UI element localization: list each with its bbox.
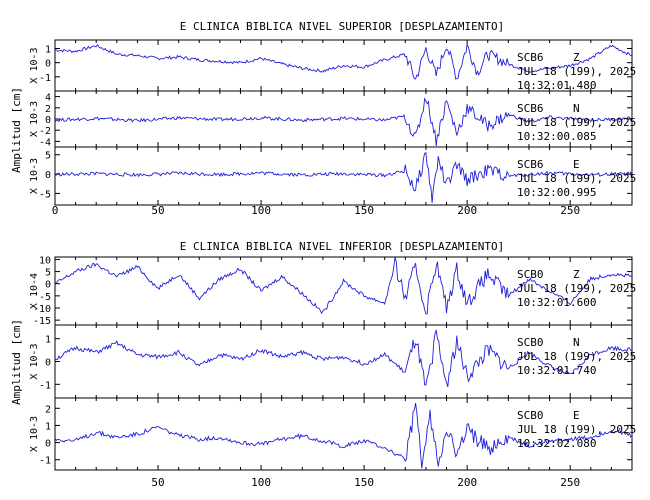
waveform-trace bbox=[54, 256, 633, 315]
waveform-trace bbox=[54, 43, 633, 80]
y-tick-label: -1 bbox=[39, 456, 51, 467]
x-tick-label: 50 bbox=[151, 204, 164, 217]
station-label: SCB6 bbox=[517, 51, 544, 64]
component-label: E bbox=[573, 409, 580, 422]
x-tick-label: 150 bbox=[354, 476, 374, 489]
x-tick-label: 100 bbox=[251, 476, 271, 489]
y-tick-label: 1 bbox=[45, 335, 51, 346]
waveform-trace bbox=[54, 152, 633, 204]
y-tick-label: -10 bbox=[33, 304, 51, 315]
component-label: N bbox=[573, 336, 580, 349]
component-label: Z bbox=[573, 51, 580, 64]
date-label: JUL 18 (199), 2025 bbox=[517, 423, 636, 436]
time-label: 10:32:01.740 bbox=[517, 364, 596, 377]
lower-ylabel: Amplitud [cm] bbox=[10, 319, 23, 405]
x-tick-label: 50 bbox=[151, 476, 164, 489]
y-tick-label: 0 bbox=[45, 358, 51, 369]
scale-label: X 10-4 bbox=[29, 273, 40, 309]
date-label: JUL 18 (199), 2025 bbox=[517, 282, 636, 295]
y-tick-label: 0 bbox=[45, 170, 51, 181]
y-tick-label: -1 bbox=[39, 380, 51, 391]
date-label: JUL 18 (199), 2025 bbox=[517, 116, 636, 129]
x-tick-label: 0 bbox=[52, 204, 59, 217]
scale-label: X 10-3 bbox=[29, 158, 40, 194]
scale-label: X 10-3 bbox=[29, 101, 40, 137]
component-label: N bbox=[573, 102, 580, 115]
y-tick-label: 1 bbox=[45, 45, 51, 56]
upper-x-axis: 0 50 100 150 200 250 bbox=[52, 204, 580, 217]
y-tick-label: 0 bbox=[45, 439, 51, 450]
y-tick-label: -2 bbox=[39, 126, 51, 137]
station-label: SCB0 bbox=[517, 336, 544, 349]
scale-label: X 10-3 bbox=[29, 343, 40, 379]
y-tick-label: -4 bbox=[39, 137, 51, 148]
time-label: 10:32:00.995 bbox=[517, 186, 596, 199]
scale-label: X 10-3 bbox=[29, 47, 40, 83]
waveform-trace bbox=[54, 97, 633, 146]
y-tick-label: 2 bbox=[45, 404, 51, 415]
time-label: 10:32:02.080 bbox=[517, 437, 596, 450]
y-tick-label: -5 bbox=[39, 292, 51, 303]
date-label: JUL 18 (199), 2025 bbox=[517, 172, 636, 185]
y-tick-label: 0 bbox=[45, 280, 51, 291]
x-tick-label: 200 bbox=[457, 204, 477, 217]
x-tick-label: 150 bbox=[354, 204, 374, 217]
lower-title: E CLINICA BIBLICA NIVEL INFERIOR [DESPLA… bbox=[180, 240, 505, 253]
time-label: 10:32:00.085 bbox=[517, 130, 596, 143]
y-tick-label: 2 bbox=[45, 104, 51, 115]
y-tick-label: 5 bbox=[45, 268, 51, 279]
upper-title: E CLINICA BIBLICA NIVEL SUPERIOR [DESPLA… bbox=[180, 20, 505, 33]
y-tick-label: 0 bbox=[45, 115, 51, 126]
x-tick-label: 250 bbox=[560, 476, 580, 489]
x-tick-label: 200 bbox=[457, 476, 477, 489]
station-label: SCB0 bbox=[517, 409, 544, 422]
time-label: 10:32:01.600 bbox=[517, 296, 596, 309]
x-tick-label: 250 bbox=[560, 204, 580, 217]
lower-x-axis: 50 100 150 200 250 bbox=[151, 476, 580, 489]
y-tick-label: -5 bbox=[39, 189, 51, 200]
waveform-trace bbox=[54, 403, 633, 469]
waveform-trace bbox=[54, 329, 633, 388]
y-tick-label: 1 bbox=[45, 421, 51, 432]
component-label: Z bbox=[573, 268, 580, 281]
station-label: SCB6 bbox=[517, 102, 544, 115]
time-label: 10:32:01.480 bbox=[517, 79, 596, 92]
component-label: E bbox=[573, 158, 580, 171]
y-tick-label: 4 bbox=[45, 93, 51, 104]
station-label: SCB0 bbox=[517, 268, 544, 281]
y-tick-label: -1 bbox=[39, 73, 51, 84]
y-tick-label: -15 bbox=[33, 316, 51, 327]
date-label: JUL 18 (199), 2025 bbox=[517, 65, 636, 78]
scale-label: X 10-3 bbox=[29, 416, 40, 452]
station-label: SCB6 bbox=[517, 158, 544, 171]
upper-ylabel: Amplitud [cm] bbox=[10, 87, 23, 173]
y-tick-label: 10 bbox=[39, 255, 51, 266]
date-label: JUL 18 (199), 2025 bbox=[517, 350, 636, 363]
y-tick-label: 0 bbox=[45, 59, 51, 70]
y-tick-label: 5 bbox=[45, 151, 51, 162]
x-tick-label: 100 bbox=[251, 204, 271, 217]
